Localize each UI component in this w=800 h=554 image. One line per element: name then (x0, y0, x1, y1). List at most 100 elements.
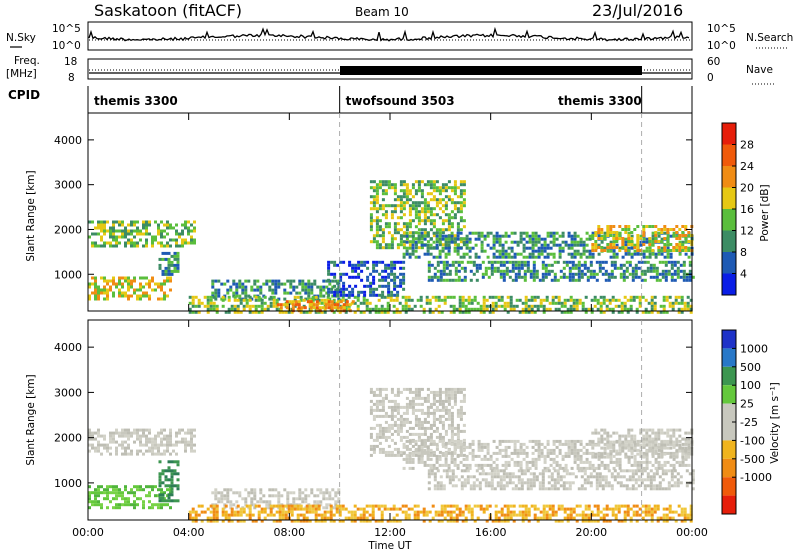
heatmap-cell (414, 243, 418, 247)
heatmap-cell (170, 493, 174, 497)
heatmap-cell (648, 255, 652, 259)
heatmap-cell (432, 393, 436, 397)
heatmap-cell (173, 472, 177, 476)
heatmap-cell (329, 519, 333, 523)
heatmap-cell (151, 443, 154, 447)
heatmap-cell (644, 504, 648, 508)
heatmap-cell (471, 231, 475, 235)
heatmap-cell (248, 295, 252, 299)
heatmap-cell (429, 213, 433, 217)
heatmap-cell (461, 298, 465, 302)
heatmap-cell (680, 298, 684, 302)
heatmap-cell (520, 478, 524, 482)
heatmap-cell (525, 460, 529, 464)
heatmap-cell (521, 301, 525, 305)
heatmap-cell (103, 229, 106, 233)
heatmap-cell (309, 303, 313, 307)
heatmap-cell (130, 431, 133, 435)
heatmap-cell (560, 519, 564, 523)
heatmap-cell (209, 301, 213, 305)
heatmap-cell (474, 237, 478, 241)
heatmap-cell (432, 439, 436, 443)
heatmap-cell (557, 519, 561, 523)
heatmap-cell (399, 390, 403, 394)
heatmap-cell (591, 466, 595, 470)
heatmap-cell (537, 234, 541, 238)
heatmap-cell (426, 240, 430, 244)
heatmap-cell (378, 441, 382, 445)
heatmap-cell (487, 275, 491, 279)
heatmap-cell (605, 304, 609, 308)
heatmap-cell (378, 429, 382, 433)
heatmap-cell (408, 405, 412, 409)
heatmap-cell (298, 279, 302, 283)
heatmap-cell (398, 519, 402, 523)
heatmap-cell (502, 269, 506, 273)
heatmap-cell (586, 269, 590, 273)
heatmap-cell (139, 449, 142, 453)
heatmap-cell (456, 390, 460, 394)
heatmap-cell (212, 513, 216, 517)
heatmap-cell (414, 414, 418, 418)
heatmap-cell (453, 439, 457, 443)
heatmap-cell (624, 249, 628, 252)
heatmap-cell (299, 513, 303, 517)
heatmap-cell (94, 291, 97, 295)
heatmap-cell (384, 246, 388, 250)
heatmap-cell (405, 454, 409, 458)
heatmap-cell (263, 507, 267, 511)
heatmap-cell (624, 246, 628, 249)
heatmap-cell (498, 240, 502, 244)
heatmap-cell (337, 488, 341, 492)
heatmap-cell (443, 504, 447, 508)
heatmap-cell (678, 463, 682, 467)
heatmap-cell (588, 255, 592, 259)
heatmap-cell (393, 192, 397, 196)
heatmap-cell (458, 301, 462, 305)
heatmap-cell (537, 439, 541, 443)
heatmap-cell (453, 460, 457, 464)
heatmap-cell (524, 310, 528, 314)
heatmap-cell (461, 510, 465, 514)
heatmap-cell (436, 484, 440, 488)
heatmap-cell (238, 279, 242, 283)
heatmap-cell (474, 252, 478, 256)
heatmap-cell (329, 507, 333, 511)
heatmap-cell (532, 269, 536, 273)
heatmap-cell (573, 252, 577, 256)
heatmap-cell (127, 452, 130, 456)
heatmap-cell (663, 460, 667, 464)
heatmap-cell (345, 300, 349, 304)
heatmap-cell (399, 260, 403, 264)
heatmap-cell (438, 216, 442, 220)
heatmap-cell (520, 266, 524, 270)
heatmap-cell (470, 307, 474, 311)
heatmap-cell (542, 304, 546, 308)
heatmap-cell (142, 506, 145, 510)
heatmap-cell (528, 237, 532, 241)
heatmap-cell (169, 279, 172, 283)
heatmap-cell (396, 453, 400, 457)
heatmap-cell (380, 307, 384, 311)
heatmap-cell (94, 282, 97, 286)
heatmap-cell (427, 481, 431, 485)
colorbar-swatch (722, 123, 736, 145)
heatmap-cell (296, 295, 300, 299)
heatmap-cell (480, 249, 484, 253)
heatmap-cell (157, 452, 160, 456)
heatmap-cell (594, 243, 598, 246)
heatmap-cell (420, 402, 424, 406)
heatmap-cell (638, 507, 642, 511)
heatmap-cell (441, 210, 445, 214)
heatmap-cell (181, 229, 184, 233)
heatmap-cell (505, 475, 509, 479)
heatmap-cell (362, 516, 366, 520)
heatmap-cell (557, 301, 561, 305)
heatmap-cell (525, 466, 529, 470)
heatmap-cell (130, 279, 133, 283)
heatmap-cell (365, 504, 369, 508)
heatmap-cell (611, 507, 615, 511)
heatmap-cell (350, 516, 354, 520)
heatmap-cell (386, 307, 390, 311)
heatmap-cell (353, 504, 357, 508)
